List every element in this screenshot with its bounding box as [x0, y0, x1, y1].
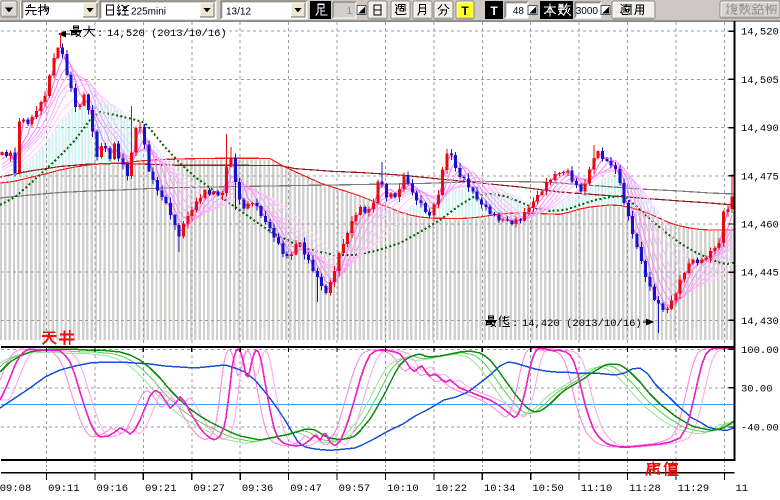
svg-text:225mini: 225mini — [131, 7, 166, 18]
svg-text:11: 11 — [735, 483, 748, 495]
svg-text:14,505: 14,505 — [741, 75, 779, 87]
svg-text:09:57: 09:57 — [339, 483, 371, 495]
svg-text:13/12: 13/12 — [226, 7, 251, 18]
svg-text:14,520: 14,520 — [741, 27, 779, 39]
svg-text:10:10: 10:10 — [387, 483, 419, 495]
svg-text:14,520 (2013/10/16): 14,520 (2013/10/16) — [107, 28, 227, 40]
svg-text:14,460: 14,460 — [741, 220, 779, 232]
svg-text:14,490: 14,490 — [741, 123, 779, 135]
svg-text:14,445: 14,445 — [741, 268, 779, 280]
svg-text:14,420 (2013/10/16): 14,420 (2013/10/16) — [522, 318, 642, 330]
svg-text:09:08: 09:08 — [0, 483, 31, 495]
svg-text:09:16: 09:16 — [97, 483, 129, 495]
svg-text:09:21: 09:21 — [145, 483, 177, 495]
svg-text:11:29: 11:29 — [678, 483, 710, 495]
svg-text:T: T — [461, 4, 469, 18]
svg-text:09:27: 09:27 — [193, 483, 225, 495]
svg-text::: : — [97, 28, 103, 40]
svg-text:14,430: 14,430 — [741, 316, 779, 328]
svg-text::: : — [512, 318, 518, 330]
svg-text:10:34: 10:34 — [484, 483, 516, 495]
svg-text:10:22: 10:22 — [436, 483, 468, 495]
svg-text:T: T — [490, 4, 498, 18]
svg-text:48: 48 — [513, 6, 525, 17]
svg-text:1: 1 — [346, 6, 352, 17]
svg-text:09:11: 09:11 — [48, 483, 80, 495]
svg-text:14,475: 14,475 — [741, 171, 779, 183]
svg-text:10:50: 10:50 — [532, 483, 564, 495]
svg-text:3000: 3000 — [576, 6, 599, 17]
svg-text:-40.00: -40.00 — [741, 423, 779, 435]
svg-text:11:10: 11:10 — [581, 483, 613, 495]
svg-text:09:36: 09:36 — [242, 483, 274, 495]
svg-text:11:28: 11:28 — [629, 483, 661, 495]
svg-text:09:47: 09:47 — [290, 483, 322, 495]
svg-text:30.00: 30.00 — [741, 383, 773, 395]
svg-text:100.00: 100.00 — [741, 345, 779, 357]
